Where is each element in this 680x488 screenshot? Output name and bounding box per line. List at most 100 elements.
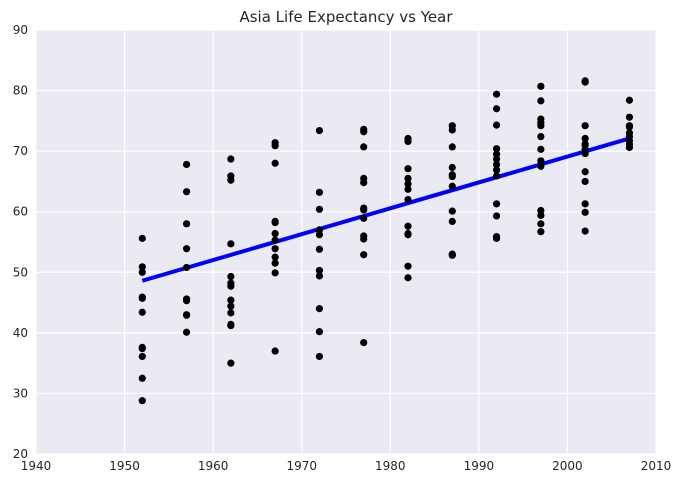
data-point [227,172,235,180]
data-point [315,352,324,361]
data-point [315,272,324,280]
data-point [315,305,324,313]
data-point [625,129,634,137]
data-point [448,182,456,190]
data-point [271,269,279,277]
data-point [315,188,324,196]
data-point [138,374,146,382]
data-point [537,115,545,123]
data-point [271,159,279,167]
data-point [492,150,501,158]
data-point [581,122,589,130]
data-point [404,174,412,182]
point-layer [138,77,634,405]
data-point [448,207,456,215]
data-point [315,226,324,234]
data-point [182,263,191,272]
data-point [360,214,368,222]
data-point [581,177,589,186]
data-point [227,359,235,367]
data-point [360,204,368,212]
y-axis-ticks: 20 30 40 50 60 70 80 90 [13,23,28,461]
x-tick-label: 1970 [286,459,317,473]
data-point [537,162,545,170]
data-point [271,236,279,244]
data-point [581,134,589,143]
data-point [360,125,368,133]
data-point [271,259,279,267]
data-point [581,168,589,176]
data-point [182,160,191,169]
data-point [492,90,501,98]
fit-line-layer [141,136,630,283]
data-point [448,163,456,172]
data-point [138,293,146,301]
data-point [182,245,191,253]
data-point [271,347,279,355]
y-tick-label: 50 [13,265,28,279]
data-point [227,155,235,163]
data-point [625,96,634,104]
data-point [448,143,456,151]
data-point [448,217,456,226]
data-point [138,234,146,242]
data-point [360,232,368,240]
data-point [138,263,146,271]
data-point [227,240,235,248]
data-point [537,206,545,215]
data-point [492,200,501,208]
data-point [492,166,501,174]
data-point [315,266,324,275]
data-point [138,343,146,351]
data-point [581,140,589,148]
data-point [271,217,279,226]
data-point [492,145,501,153]
chart-title: Asia Life Expectancy vs Year [239,8,453,26]
data-point [271,245,279,253]
data-point [537,228,545,236]
data-point [492,160,501,169]
data-point [492,172,501,180]
data-point [360,143,368,151]
data-point [625,113,634,121]
data-point [581,227,589,235]
data-point [360,251,368,259]
data-point [404,229,412,238]
data-point [315,126,324,135]
data-point [182,188,191,196]
data-point [182,220,191,228]
data-point [404,274,412,282]
data-point [182,328,191,336]
data-point [138,268,146,276]
data-point [537,97,545,105]
x-tick-label: 1950 [109,459,140,473]
data-point [227,302,235,310]
x-axis-ticks: 1940 1950 1960 1970 1980 1990 2000 2010 [21,459,672,473]
data-point [271,253,279,261]
data-point [404,165,412,173]
data-point [537,145,545,153]
data-point [581,208,589,216]
data-point [360,174,368,182]
data-point [227,272,235,281]
data-point [492,105,501,113]
data-point [227,320,235,328]
x-tick-label: 1960 [198,459,229,473]
x-tick-label: 2000 [552,459,583,473]
data-point [315,245,324,253]
data-point [537,220,545,228]
regression-line [141,136,630,283]
data-point [404,196,412,204]
data-point [360,338,368,347]
data-point [227,279,235,287]
data-point [138,397,146,405]
data-point [581,200,589,208]
data-point [138,308,146,316]
data-point [315,205,324,213]
data-point [581,77,589,85]
data-point [625,122,634,130]
data-point [492,212,501,220]
y-tick-label: 30 [13,386,28,400]
data-point [448,250,456,258]
